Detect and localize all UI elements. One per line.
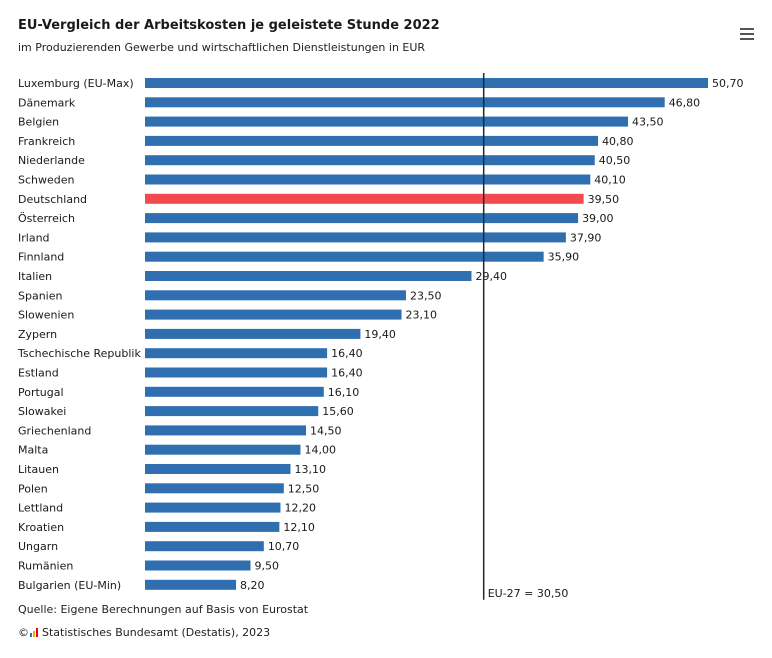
category-label: Kroatien bbox=[18, 521, 64, 534]
value-label: 16,10 bbox=[328, 386, 360, 399]
hamburger-menu-icon[interactable] bbox=[740, 28, 754, 40]
category-label: Slowenien bbox=[18, 309, 74, 322]
bar bbox=[145, 406, 319, 417]
bar bbox=[145, 502, 281, 513]
bar bbox=[145, 309, 402, 320]
bar bbox=[145, 483, 284, 494]
bar bbox=[145, 444, 301, 455]
value-label: 10,70 bbox=[268, 540, 300, 553]
value-label: 14,00 bbox=[304, 444, 336, 457]
category-label: Tschechische Republik bbox=[17, 347, 141, 360]
category-label: Niederlande bbox=[18, 154, 85, 167]
chart-subtitle: im Produzierenden Gewerbe und wirtschaft… bbox=[18, 41, 426, 54]
bar bbox=[145, 135, 599, 146]
bar bbox=[145, 386, 324, 397]
category-label: Schweden bbox=[18, 174, 75, 187]
value-label: 40,50 bbox=[599, 154, 631, 167]
bar bbox=[145, 174, 591, 185]
reference-line-layer: EU-27 = 30,50 bbox=[482, 73, 569, 600]
value-label: 37,90 bbox=[570, 231, 602, 244]
category-label: Portugal bbox=[18, 386, 64, 399]
category-label: Spanien bbox=[18, 289, 63, 302]
category-label: Österreich bbox=[18, 212, 75, 225]
category-label: Luxemburg (EU-Max) bbox=[18, 77, 134, 90]
reference-line-label: EU-27 = 30,50 bbox=[488, 587, 569, 600]
copyright-text: Statistisches Bundesamt (Destatis), 2023 bbox=[42, 626, 271, 639]
bars-layer bbox=[145, 78, 708, 590]
category-label: Litauen bbox=[18, 463, 59, 476]
value-label: 40,10 bbox=[594, 174, 626, 187]
bar bbox=[145, 78, 708, 88]
category-label: Ungarn bbox=[18, 540, 58, 553]
category-label: Italien bbox=[18, 270, 52, 283]
category-label: Frankreich bbox=[18, 135, 75, 148]
value-label: 9,50 bbox=[254, 560, 279, 573]
source-note: Quelle: Eigene Berechnungen auf Basis vo… bbox=[18, 603, 309, 616]
bar bbox=[145, 251, 544, 262]
value-label: 16,40 bbox=[331, 367, 363, 380]
bar bbox=[145, 464, 291, 474]
bar bbox=[145, 271, 472, 281]
value-label: 29,40 bbox=[475, 270, 507, 283]
category-label: Deutschland bbox=[18, 193, 87, 206]
value-label: 39,00 bbox=[582, 212, 614, 225]
bar bbox=[145, 367, 328, 378]
chart-title: EU-Vergleich der Arbeitskosten je geleis… bbox=[18, 18, 440, 33]
value-label: 8,20 bbox=[240, 579, 264, 592]
category-label: Rumänien bbox=[18, 560, 73, 573]
category-label: Zypern bbox=[18, 328, 57, 341]
value-label: 40,80 bbox=[602, 135, 634, 148]
category-label: Malta bbox=[18, 444, 48, 457]
category-label: Dänemark bbox=[18, 96, 76, 109]
value-label: 43,50 bbox=[632, 116, 664, 129]
bar bbox=[145, 232, 566, 243]
bar-highlight bbox=[145, 193, 584, 204]
value-label: 14,50 bbox=[310, 424, 342, 437]
category-label: Irland bbox=[18, 231, 50, 244]
bar bbox=[145, 521, 280, 532]
category-label: Polen bbox=[18, 482, 48, 495]
bar bbox=[145, 97, 665, 108]
bar bbox=[145, 328, 361, 339]
value-label: 50,70 bbox=[712, 77, 744, 90]
value-label: 23,10 bbox=[406, 309, 438, 322]
copyright-note: © Statistisches Bundesamt (Destatis), 20… bbox=[18, 626, 270, 639]
category-label: Bulgarien (EU-Min) bbox=[18, 579, 121, 592]
copyright-symbol: © bbox=[18, 626, 29, 639]
value-label: 12,50 bbox=[288, 482, 320, 495]
bar bbox=[145, 213, 579, 224]
bar-chart: Luxemburg (EU-Max) 50,70 Dänemark 46,80 Belg… bbox=[17, 73, 744, 600]
category-label: Griechenland bbox=[18, 424, 91, 437]
category-label: Lettland bbox=[18, 502, 63, 515]
bar bbox=[145, 541, 264, 552]
value-label: 19,40 bbox=[364, 328, 396, 341]
value-label: 35,90 bbox=[548, 251, 580, 264]
destatis-logo-icon bbox=[30, 628, 40, 637]
value-label: 13,10 bbox=[294, 463, 326, 476]
value-label: 12,20 bbox=[284, 502, 316, 515]
value-label: 39,50 bbox=[588, 193, 620, 206]
value-label: 12,10 bbox=[283, 521, 315, 534]
value-label: 16,40 bbox=[331, 347, 363, 360]
category-label: Finnland bbox=[18, 251, 64, 264]
bar bbox=[145, 579, 237, 590]
bar bbox=[145, 116, 629, 127]
category-label: Belgien bbox=[18, 116, 59, 129]
bar bbox=[145, 155, 595, 166]
value-label: 23,50 bbox=[410, 289, 442, 302]
labels-layer: Luxemburg (EU-Max) 50,70 Dänemark 46,80 Belg… bbox=[17, 77, 744, 592]
category-label: Estland bbox=[18, 367, 59, 380]
value-label: 46,80 bbox=[669, 96, 701, 109]
bar bbox=[145, 348, 328, 359]
value-label: 15,60 bbox=[322, 405, 354, 418]
bar bbox=[145, 290, 406, 301]
category-label: Slowakei bbox=[18, 405, 66, 418]
bar bbox=[145, 560, 251, 571]
bar bbox=[145, 425, 307, 436]
